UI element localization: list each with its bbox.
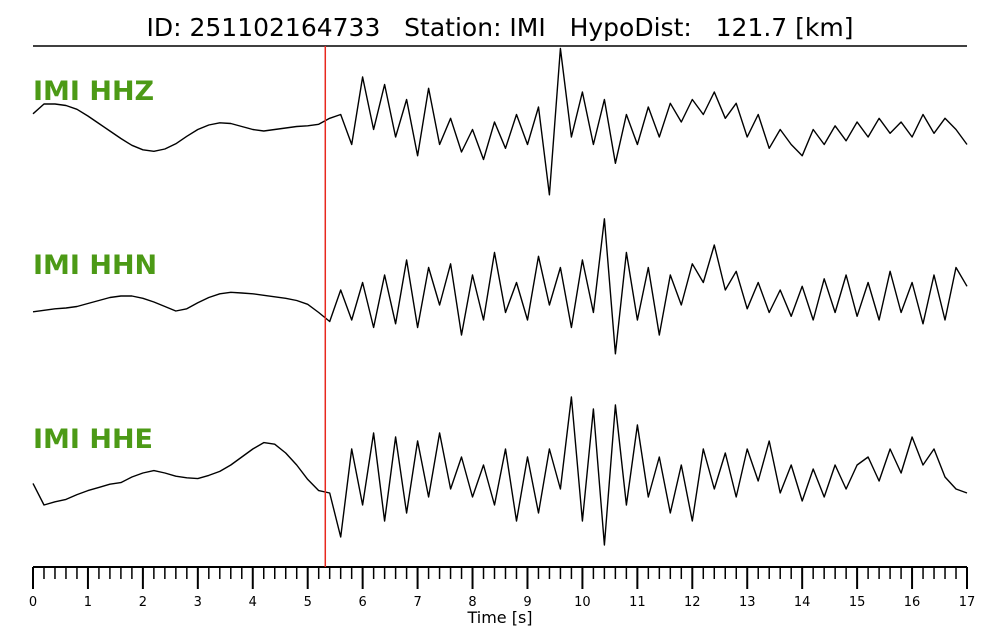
waveform <box>32 47 968 196</box>
x-tick-label: 2 <box>139 595 147 610</box>
x-tick-label: 4 <box>249 595 257 610</box>
x-tick-label: 14 <box>794 595 811 610</box>
x-tick-label: 11 <box>629 595 646 610</box>
trace-label: IMI HHN <box>33 250 157 281</box>
x-tick-label: 9 <box>523 595 531 610</box>
x-tick-label: 0 <box>29 595 37 610</box>
x-tick-label: 12 <box>684 595 701 610</box>
waveform <box>32 396 968 546</box>
x-tick-label: 16 <box>904 595 921 610</box>
trace-label: IMI HHE <box>33 424 153 455</box>
x-tick-label: 13 <box>739 595 756 610</box>
x-tick-label: 15 <box>849 595 866 610</box>
x-tick-label: 3 <box>194 595 202 610</box>
x-tick-label: 8 <box>468 595 476 610</box>
x-axis-label: Time [s] <box>466 608 532 627</box>
chart-title: ID: 251102164733 Station: IMI HypoDist: … <box>146 13 853 42</box>
trace-label: IMI HHZ <box>33 76 154 107</box>
x-tick-label: 10 <box>574 595 591 610</box>
x-tick-label: 1 <box>84 595 92 610</box>
x-tick-label: 5 <box>304 595 312 610</box>
x-tick-label: 17 <box>959 595 976 610</box>
x-tick-label: 6 <box>359 595 367 610</box>
waveform <box>32 218 968 355</box>
x-tick-label: 7 <box>413 595 421 610</box>
